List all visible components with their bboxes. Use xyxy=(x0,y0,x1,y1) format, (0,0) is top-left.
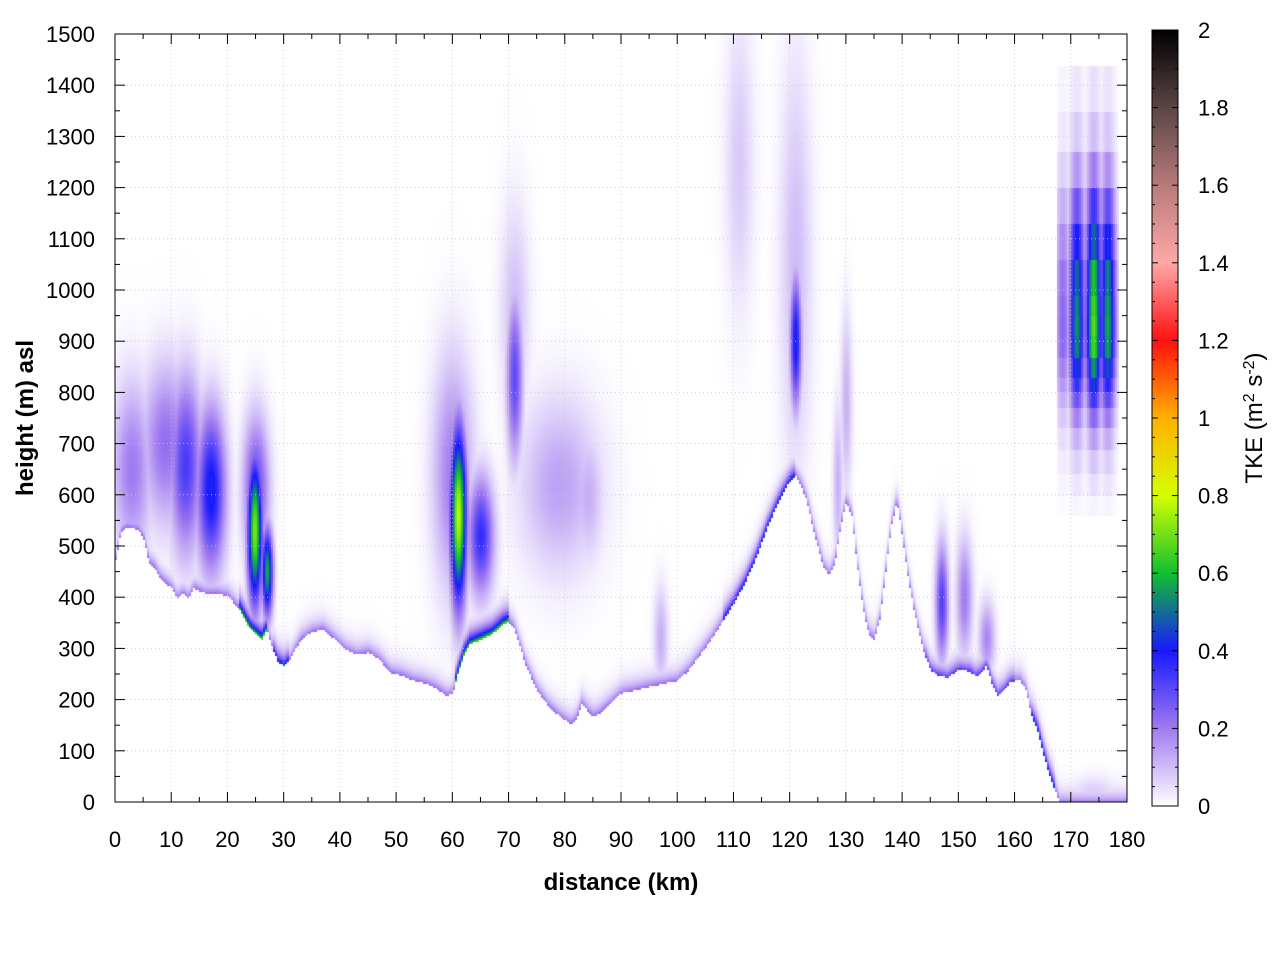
colorbar-title-sup2: -2 xyxy=(1241,360,1258,374)
y-tick-label: 600 xyxy=(58,483,95,508)
x-axis-title: distance (km) xyxy=(544,869,699,896)
colorbar-tick-label: 1.4 xyxy=(1198,251,1229,276)
y-tick-label: 1000 xyxy=(46,278,95,303)
colorbar-tick-label: 2 xyxy=(1198,18,1210,43)
colorbar-tick-label: 0.2 xyxy=(1198,716,1229,741)
x-tick-label: 170 xyxy=(1052,827,1089,852)
colorbar-tick-label: 1 xyxy=(1198,406,1210,431)
y-tick-label: 1100 xyxy=(48,227,95,252)
y-axis-ticks: 0 100 200 300 400 500 600 700 800 900 1000 1100 1200… xyxy=(46,22,1127,815)
y-axis-title: height (m) asl xyxy=(12,340,39,496)
x-tick-label: 110 xyxy=(716,827,751,852)
y-tick-label: 800 xyxy=(58,380,95,405)
colorbar-title-sup1: 2 xyxy=(1241,393,1258,402)
colorbar-tick-label: 0 xyxy=(1198,794,1210,819)
x-tick-label: 90 xyxy=(609,827,633,852)
x-tick-label: 30 xyxy=(271,827,295,852)
x-tick-label: 180 xyxy=(1109,827,1146,852)
x-tick-label: 50 xyxy=(384,827,408,852)
y-tick-label: 200 xyxy=(58,688,95,713)
colorbar-tick-label: 1.8 xyxy=(1198,96,1229,121)
y-tick-label: 1200 xyxy=(46,176,95,201)
x-tick-label: 0 xyxy=(109,827,121,852)
x-tick-label: 150 xyxy=(940,827,977,852)
y-tick-label: 1400 xyxy=(46,73,95,98)
colorbar-tick-label: 0.8 xyxy=(1198,484,1229,509)
y-tick-label: 900 xyxy=(58,329,95,354)
colorbar-ticks: 0 0.2 0.4 0.6 0.8 1 1.2 1.4 1.6 1.8 2 xyxy=(1152,18,1229,819)
colorbar-title: TKE (m2 s-2) xyxy=(1241,352,1269,483)
x-tick-label: 160 xyxy=(996,827,1033,852)
x-tick-label: 60 xyxy=(440,827,464,852)
colorbar-tick-label: 0.4 xyxy=(1198,639,1229,664)
y-tick-label: 1300 xyxy=(46,124,95,149)
x-tick-label: 130 xyxy=(828,827,865,852)
y-tick-label: 1500 xyxy=(46,22,95,47)
y-tick-label: 500 xyxy=(58,534,95,559)
y-tick-label: 0 xyxy=(83,790,95,815)
x-tick-label: 140 xyxy=(884,827,921,852)
x-axis-ticks: 0 10 20 30 40 50 60 70 80 90 100 110 120 130 140 150 160… xyxy=(109,34,1145,852)
x-tick-label: 100 xyxy=(659,827,696,852)
y-tick-label: 300 xyxy=(58,636,95,661)
y-tick-label: 700 xyxy=(58,432,95,457)
x-tick-label: 10 xyxy=(159,827,183,852)
grid-lines xyxy=(115,34,1127,802)
y-tick-label: 100 xyxy=(58,739,95,764)
colorbar-tick-label: 1.2 xyxy=(1198,328,1229,353)
colorbar-title-mid: s xyxy=(1241,375,1268,394)
x-tick-label: 70 xyxy=(496,827,520,852)
y-tick-label: 400 xyxy=(58,585,95,610)
colorbar-tick-label: 0.6 xyxy=(1198,561,1229,586)
colorbar-title-end: ) xyxy=(1241,352,1268,360)
colorbar-tick-label: 1.6 xyxy=(1198,173,1229,198)
x-tick-label: 40 xyxy=(328,827,352,852)
x-tick-label: 120 xyxy=(771,827,808,852)
colorbar-title-main: TKE (m xyxy=(1241,402,1268,483)
x-tick-label: 20 xyxy=(215,827,239,852)
x-tick-label: 80 xyxy=(553,827,577,852)
